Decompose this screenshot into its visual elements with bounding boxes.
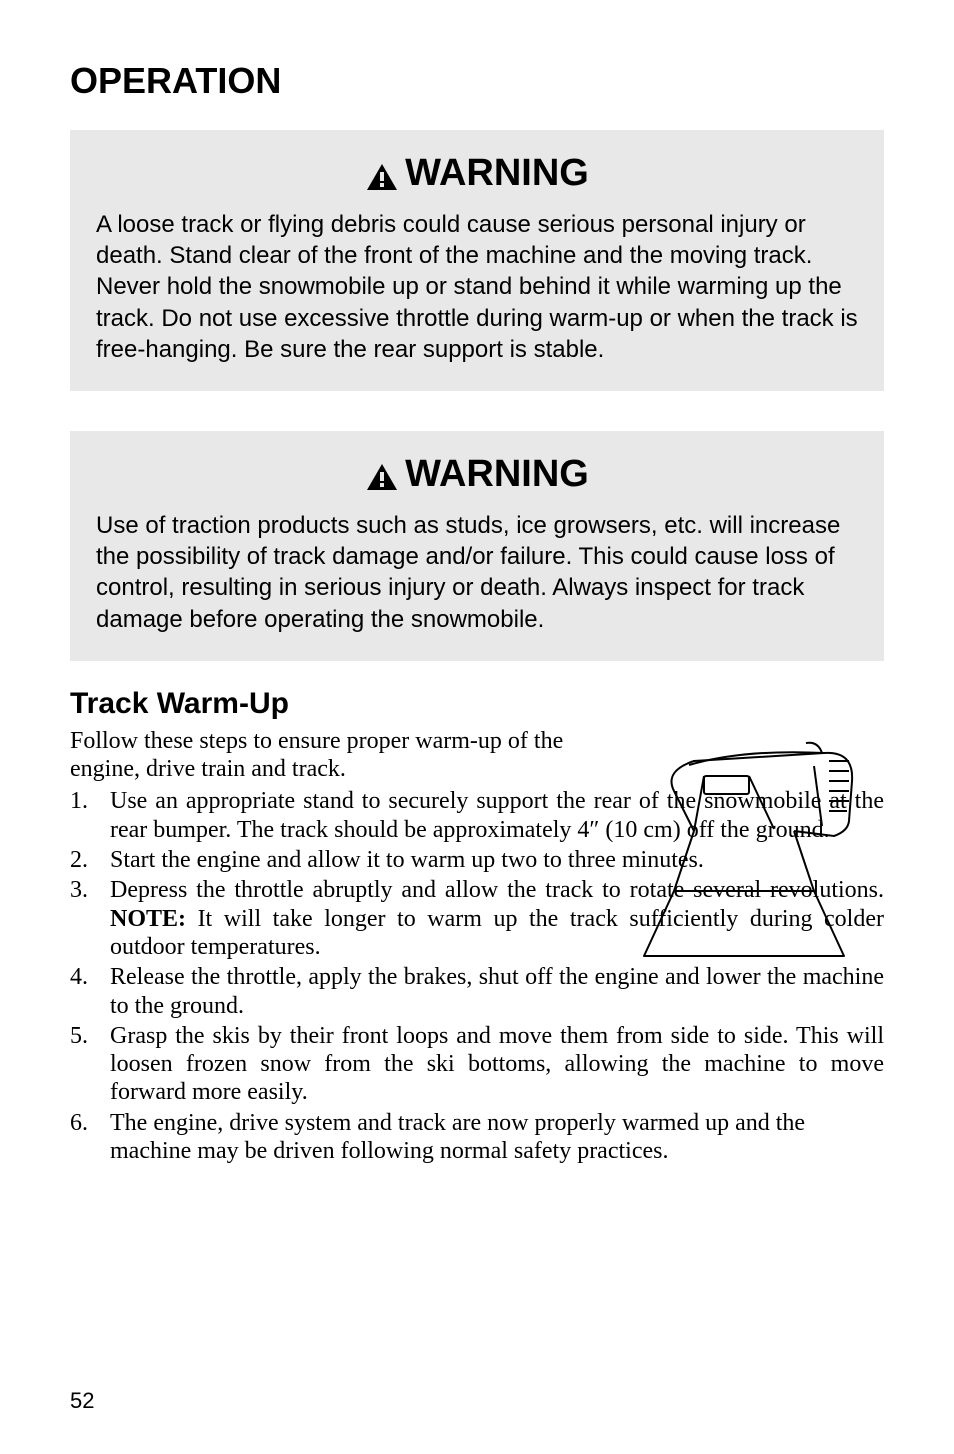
warning-label-2: WARNING (405, 453, 589, 496)
list-num-2: 2. (70, 846, 110, 874)
list-item: 6. The engine, drive system and track ar… (70, 1109, 884, 1166)
warning-text-2: Use of traction products such as studs, … (96, 510, 858, 635)
section-heading: Track Warm-Up (70, 687, 884, 721)
list-num-3: 3. (70, 876, 110, 961)
list-item: 4. Release the throttle, apply the brake… (70, 963, 884, 1020)
warning-label-1: WARNING (405, 152, 589, 195)
list-num-6: 6. (70, 1109, 110, 1166)
warning-triangle-icon (365, 159, 399, 189)
warning-box-2: WARNING Use of traction products such as… (70, 431, 884, 661)
warning-text-1: A loose track or flying debris could cau… (96, 209, 858, 365)
section-intro: Follow these steps to ensure proper warm… (70, 727, 610, 784)
page-title: OPERATION (70, 60, 884, 102)
warning-box-1: WARNING A loose track or flying debris c… (70, 130, 884, 391)
list-num-5: 5. (70, 1022, 110, 1107)
list-num-1: 1. (70, 787, 110, 844)
snowmobile-stand-illustration (604, 731, 884, 971)
list-item: 5. Grasp the skis by their front loops a… (70, 1022, 884, 1107)
section-body: Follow these steps to ensure proper warm… (70, 727, 884, 1166)
page-number: 52 (70, 1388, 94, 1414)
list-body-5: Grasp the skis by their front loops and … (110, 1022, 884, 1107)
warning-triangle-icon (365, 459, 399, 489)
warning-header-1: WARNING (96, 152, 858, 195)
list-num-4: 4. (70, 963, 110, 1020)
list-body-4: Release the throttle, apply the brakes, … (110, 963, 884, 1020)
list-body-6: The engine, drive system and track are n… (110, 1109, 884, 1166)
warning-header-2: WARNING (96, 453, 858, 496)
